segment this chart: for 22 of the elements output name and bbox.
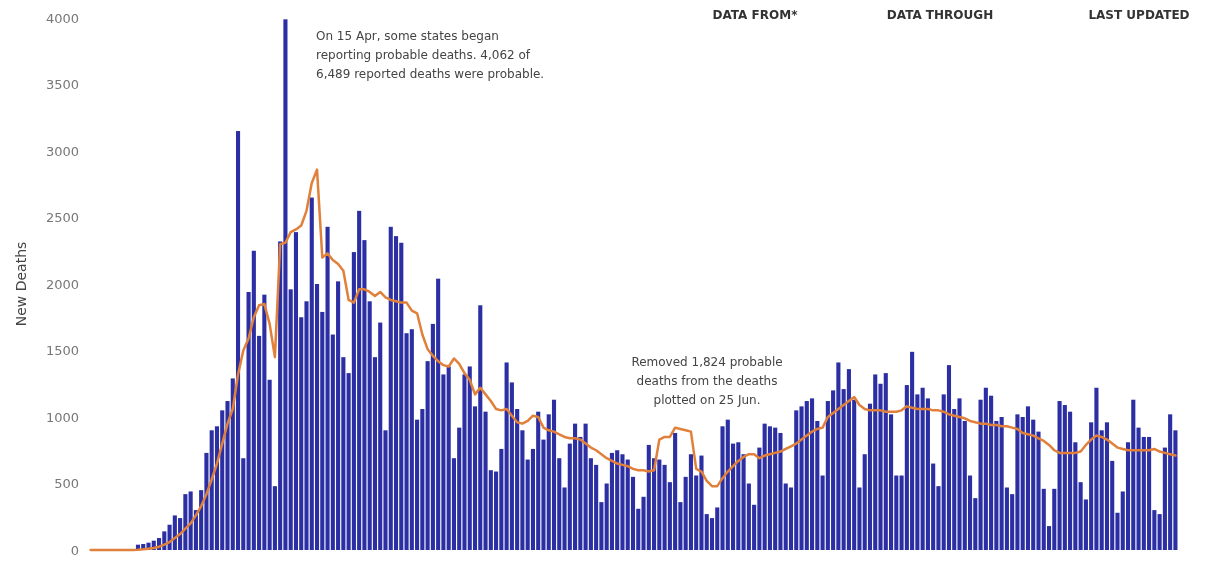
y-tick-label: 500 (54, 476, 79, 491)
y-tick-label: 3500 (45, 77, 79, 92)
annotation: On 15 Apr, some states began reporting probable deaths. 4,062 of 6,489 reported deaths were probable. (316, 29, 545, 81)
bar (1104, 422, 1110, 550)
y-tick-label: 2000 (45, 276, 79, 292)
y-tick-label: 1000 (45, 409, 79, 425)
line-series (89, 168, 1177, 552)
y-tick-label: 0 (70, 542, 79, 558)
y-tick-label: 1500 (45, 343, 79, 358)
y-axis-title: New Deaths (13, 241, 29, 327)
bar (551, 399, 557, 550)
bar (293, 232, 299, 550)
y-tick-label: 3000 (45, 143, 79, 159)
bar (235, 131, 241, 550)
annotation: DATA FROM* (712, 8, 799, 22)
annotation: Removed 1,824 probable deaths from the deaths plotted on 25 Jun. (631, 355, 783, 407)
y-tick-label: 2500 (45, 210, 79, 225)
y-tick-label: 4000 (45, 10, 79, 26)
annotation: LAST UPDATED (1088, 8, 1190, 22)
bar (1025, 406, 1031, 550)
annotation: DATA THROUGH (886, 8, 994, 22)
bar (946, 365, 952, 550)
